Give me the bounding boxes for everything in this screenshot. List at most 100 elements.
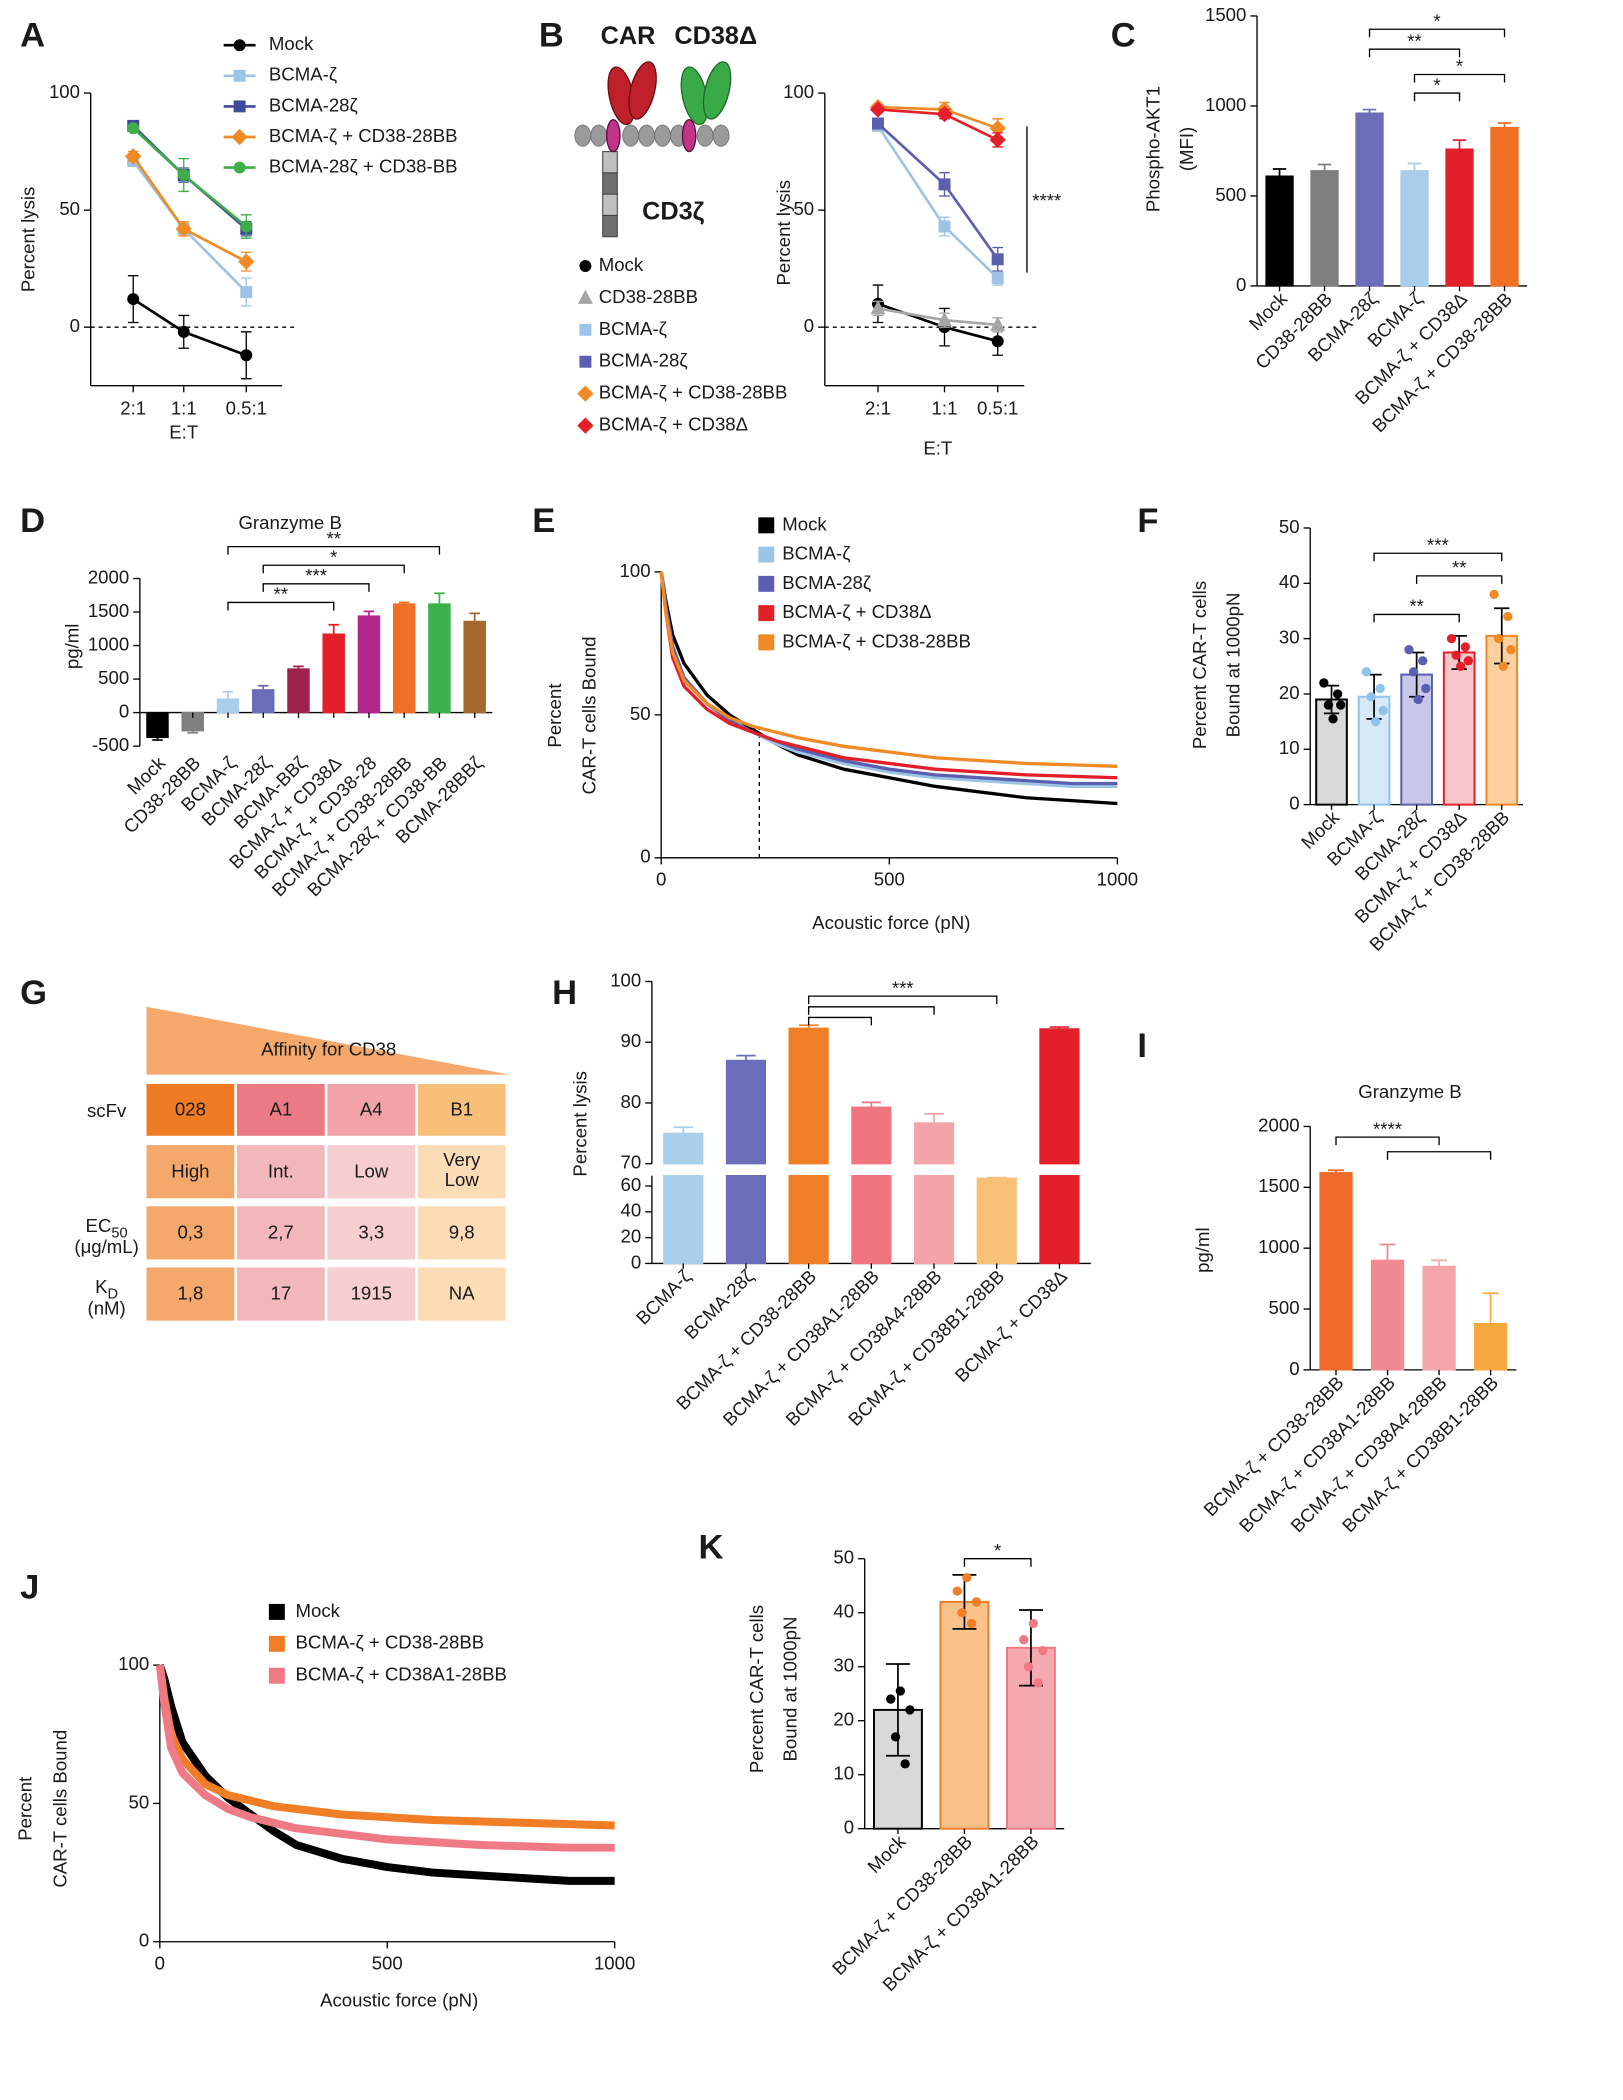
legend-label: BCMA-ζ + CD38Δ bbox=[599, 414, 748, 435]
y-tick-label: 1000 bbox=[88, 633, 129, 654]
data-point bbox=[938, 178, 951, 191]
data-point bbox=[886, 1694, 896, 1704]
legend-label: BCMA-ζ + CD38A1-28BB bbox=[295, 1664, 506, 1685]
table-cell-text: 3,3 bbox=[358, 1221, 384, 1242]
legend-marker bbox=[233, 161, 246, 174]
significance-bracket bbox=[1413, 92, 1461, 102]
data-point bbox=[240, 349, 253, 362]
data-point bbox=[240, 220, 253, 233]
error-bar bbox=[328, 623, 340, 635]
bar bbox=[1445, 148, 1474, 287]
error-bar bbox=[1362, 108, 1377, 114]
data-point bbox=[1456, 661, 1466, 671]
data-point bbox=[1418, 656, 1428, 666]
data-point bbox=[177, 325, 190, 338]
legend-marker bbox=[579, 260, 592, 272]
legend-marker bbox=[577, 417, 594, 434]
y-axis-label: Percent CAR-T cells bbox=[746, 1605, 767, 1773]
legend-label: Mock bbox=[782, 513, 827, 534]
y-tick-label: 40 bbox=[1279, 571, 1300, 592]
table-cell-text: High bbox=[171, 1160, 209, 1181]
significance-label: ** bbox=[274, 584, 288, 605]
y-axis-label: Bound at 1000pN bbox=[779, 1617, 800, 1762]
bar bbox=[663, 1175, 704, 1265]
bar bbox=[1370, 1259, 1405, 1371]
legend-label: BCMA-ζ bbox=[782, 543, 850, 564]
bar bbox=[725, 1059, 767, 1165]
y-tick-label: 90 bbox=[621, 1030, 642, 1051]
y-tick-label: 10 bbox=[1279, 737, 1300, 758]
legend-label: Mock bbox=[599, 254, 644, 275]
table-cell bbox=[236, 1267, 325, 1321]
panel-letter: J bbox=[20, 1568, 39, 1606]
significance-label: **** bbox=[1032, 190, 1061, 211]
data-point bbox=[1038, 1645, 1048, 1656]
x-axis-label: E:T bbox=[169, 421, 198, 442]
legend-label: BCMA-ζ bbox=[599, 318, 667, 339]
table-cell-text: 9,8 bbox=[449, 1221, 475, 1242]
legend-swatch bbox=[758, 634, 775, 651]
x-tick-label: 2:1 bbox=[865, 398, 891, 419]
table-cell-text: 1915 bbox=[351, 1283, 392, 1304]
panel-letter: C bbox=[1111, 16, 1136, 54]
significance-bracket bbox=[1413, 73, 1506, 83]
data-point bbox=[1446, 633, 1457, 644]
significance-label: * bbox=[1433, 11, 1440, 32]
x-axis-label: Acoustic force (pN) bbox=[320, 1990, 478, 2011]
x-tick-label: 2:1 bbox=[120, 398, 146, 419]
x-tick-label: BCMA-ζ + CD38Δ bbox=[951, 1266, 1071, 1386]
significance-bracket bbox=[1368, 28, 1506, 38]
data-point bbox=[1375, 683, 1385, 694]
x-tick-label: Mock bbox=[863, 1830, 910, 1877]
data-point bbox=[991, 272, 1004, 284]
car-diagram: CAR CD38Δ CD3ζ bbox=[574, 22, 757, 238]
data-point bbox=[936, 106, 953, 123]
table-cell-text: NA bbox=[449, 1283, 475, 1304]
row-label: EC50 bbox=[86, 1215, 128, 1242]
table-cell bbox=[327, 1145, 416, 1199]
error-bar bbox=[861, 1101, 882, 1108]
panel-letter: H bbox=[552, 974, 577, 1012]
data-point bbox=[1413, 694, 1423, 705]
data-point bbox=[1328, 714, 1338, 724]
data-point bbox=[1370, 716, 1381, 727]
data-point bbox=[957, 1608, 967, 1618]
error-bar bbox=[222, 690, 234, 700]
legend-label: BCMA-ζ + CD38-28BB bbox=[295, 1632, 484, 1653]
table-cell-text: A4 bbox=[360, 1098, 383, 1119]
series-line bbox=[659, 571, 1118, 768]
x-axis-label: Acoustic force (pN) bbox=[812, 912, 970, 933]
bar bbox=[1039, 1175, 1080, 1265]
row-label-sub: D bbox=[108, 1287, 119, 1303]
y-axis-label: Percent lysis bbox=[17, 187, 38, 292]
error-bar bbox=[469, 612, 480, 622]
row-label: scFv bbox=[87, 1100, 127, 1121]
table-cell-text: B1 bbox=[450, 1098, 473, 1119]
y-tick-label: 60 bbox=[621, 1174, 642, 1195]
y-tick-label: 500 bbox=[1269, 1297, 1300, 1318]
y-tick-label: 80 bbox=[621, 1091, 642, 1112]
table-cell bbox=[417, 1083, 506, 1136]
x-tick-label: 0 bbox=[656, 868, 666, 889]
error-bar bbox=[1272, 168, 1287, 177]
bar bbox=[1400, 170, 1429, 287]
y-tick-label: 30 bbox=[833, 1655, 854, 1676]
y-tick-label: 0 bbox=[1289, 1358, 1299, 1379]
data-point bbox=[1489, 589, 1499, 600]
y-tick-label: 0 bbox=[139, 1930, 149, 1951]
y-tick-label: 10 bbox=[833, 1763, 854, 1784]
panel-letter: G bbox=[20, 974, 47, 1012]
table-title: Affinity for CD38 bbox=[261, 1039, 396, 1060]
error-bar bbox=[363, 610, 375, 617]
table-cell bbox=[146, 1206, 235, 1260]
significance-bracket bbox=[1373, 613, 1460, 623]
y-tick-label: 50 bbox=[793, 198, 814, 219]
legend-swatch bbox=[268, 1635, 285, 1652]
data-point bbox=[238, 253, 255, 270]
error-bar bbox=[1407, 162, 1422, 171]
diagram-label: CD3ζ bbox=[642, 197, 705, 225]
legend-label: CD38-28BB bbox=[599, 286, 698, 307]
table-cell bbox=[417, 1145, 506, 1199]
y-axis-label: Percent bbox=[15, 1776, 36, 1841]
